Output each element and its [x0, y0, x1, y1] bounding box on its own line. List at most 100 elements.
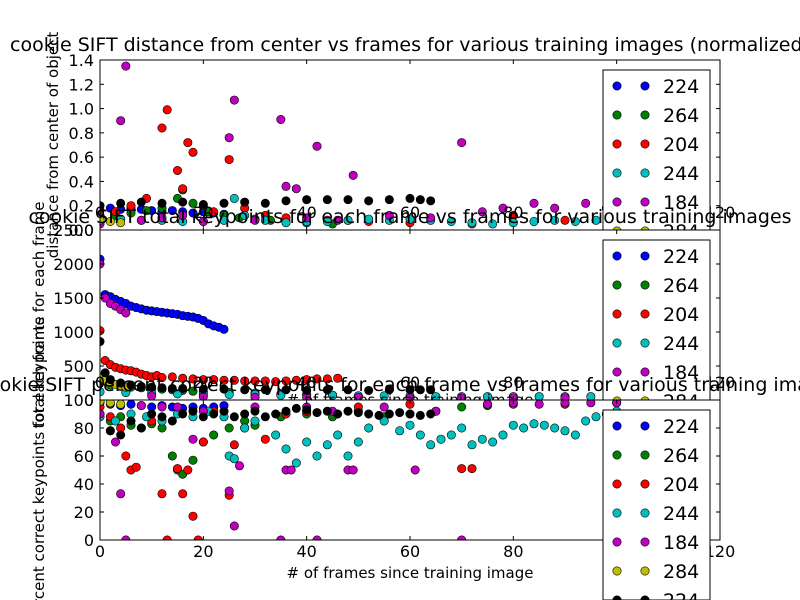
data-point: [157, 198, 167, 208]
legend-box: [602, 239, 711, 406]
data-point: [384, 385, 394, 395]
y-tick-label: 1.0: [69, 100, 94, 119]
data-point: [483, 400, 492, 409]
data-point: [343, 406, 353, 416]
data-point: [302, 375, 312, 385]
data-point: [260, 434, 270, 444]
data-point: [581, 198, 591, 208]
legend-marker: [640, 110, 650, 120]
chart-title: cookie SIFT total keypoints for each fra…: [28, 206, 791, 228]
x-tick-label: 20: [193, 373, 213, 392]
x-tick-label: 80: [503, 373, 523, 392]
chart-panel-2: 02040608010012005001000150020002500# of …: [28, 202, 791, 442]
data-point: [302, 405, 312, 415]
data-point: [591, 215, 601, 225]
data-point: [167, 372, 177, 382]
data-point: [260, 376, 270, 386]
data-point: [488, 437, 498, 447]
data-point: [519, 423, 529, 433]
data-point: [322, 217, 332, 227]
data-point: [534, 392, 544, 400]
data-point: [312, 141, 322, 151]
legend-marker: [640, 280, 650, 290]
data-point: [229, 454, 239, 464]
data-point: [436, 434, 446, 444]
data-point: [302, 195, 312, 205]
legend-label: 224: [663, 590, 699, 600]
data-point: [457, 138, 467, 148]
data-point: [188, 455, 198, 465]
data-point: [405, 214, 415, 224]
data-point: [322, 195, 332, 205]
x-tick-label: 0: [95, 542, 105, 561]
legend-marker: [612, 197, 622, 207]
chart-title: cookie SIFT percent correct keypoints fo…: [0, 374, 800, 396]
data-point: [229, 521, 239, 531]
data-point: [291, 403, 301, 413]
legend-label: 244: [663, 333, 699, 355]
legend-marker: [612, 110, 622, 120]
data-point: [173, 166, 183, 176]
data-point: [224, 423, 234, 433]
data-point: [116, 489, 126, 499]
data-point: [477, 434, 487, 444]
y-axis-label: total keypoints for each frame: [30, 202, 48, 429]
data-point: [121, 451, 131, 461]
legend-marker: [640, 168, 650, 178]
legend-box: [602, 69, 711, 251]
data-point: [250, 406, 260, 416]
data-point: [384, 195, 394, 205]
legend-label: 184: [663, 362, 699, 384]
data-point: [142, 206, 152, 216]
data-point: [348, 170, 358, 180]
data-point: [178, 373, 188, 383]
data-point: [157, 123, 167, 133]
legend-marker: [612, 566, 622, 576]
data-point: [198, 384, 208, 394]
data-point: [111, 416, 121, 426]
data-point: [291, 375, 301, 385]
data-point: [467, 440, 477, 450]
y-tick-label: 0: [84, 531, 94, 550]
data-point: [240, 376, 250, 386]
legend-marker: [640, 81, 650, 91]
data-point: [229, 440, 239, 450]
y-tick-label: 20: [74, 503, 94, 522]
data-point: [136, 423, 146, 433]
data-point: [446, 430, 456, 440]
data-point: [426, 213, 436, 223]
data-point: [250, 416, 260, 426]
data-point: [188, 208, 198, 218]
legend-label: 204: [663, 474, 699, 496]
data-point: [250, 376, 260, 386]
data-point: [136, 381, 146, 391]
x-tick-label: 80: [503, 203, 523, 222]
legend-marker: [640, 367, 650, 377]
legend-label: 224: [663, 76, 699, 98]
data-point: [343, 451, 353, 461]
data-point: [229, 95, 239, 105]
data-point: [426, 385, 436, 395]
data-point: [260, 385, 270, 395]
data-point: [384, 210, 394, 220]
data-point: [188, 386, 198, 396]
data-point: [405, 420, 415, 430]
data-point: [457, 393, 467, 400]
data-point: [271, 430, 281, 440]
data-point: [483, 392, 492, 400]
data-point: [550, 423, 560, 433]
data-point: [121, 308, 131, 318]
data-point: [219, 324, 229, 334]
series-7-224: [100, 193, 436, 211]
data-point: [126, 380, 136, 390]
data-point: [560, 400, 570, 408]
legend-marker: [612, 309, 622, 319]
series-6-284: [100, 400, 126, 409]
data-point: [229, 412, 239, 422]
data-point: [157, 402, 167, 412]
data-point: [167, 416, 177, 426]
data-point: [343, 195, 353, 205]
data-point: [281, 218, 291, 228]
y-tick-label: 500: [63, 357, 94, 376]
data-point: [105, 426, 115, 436]
